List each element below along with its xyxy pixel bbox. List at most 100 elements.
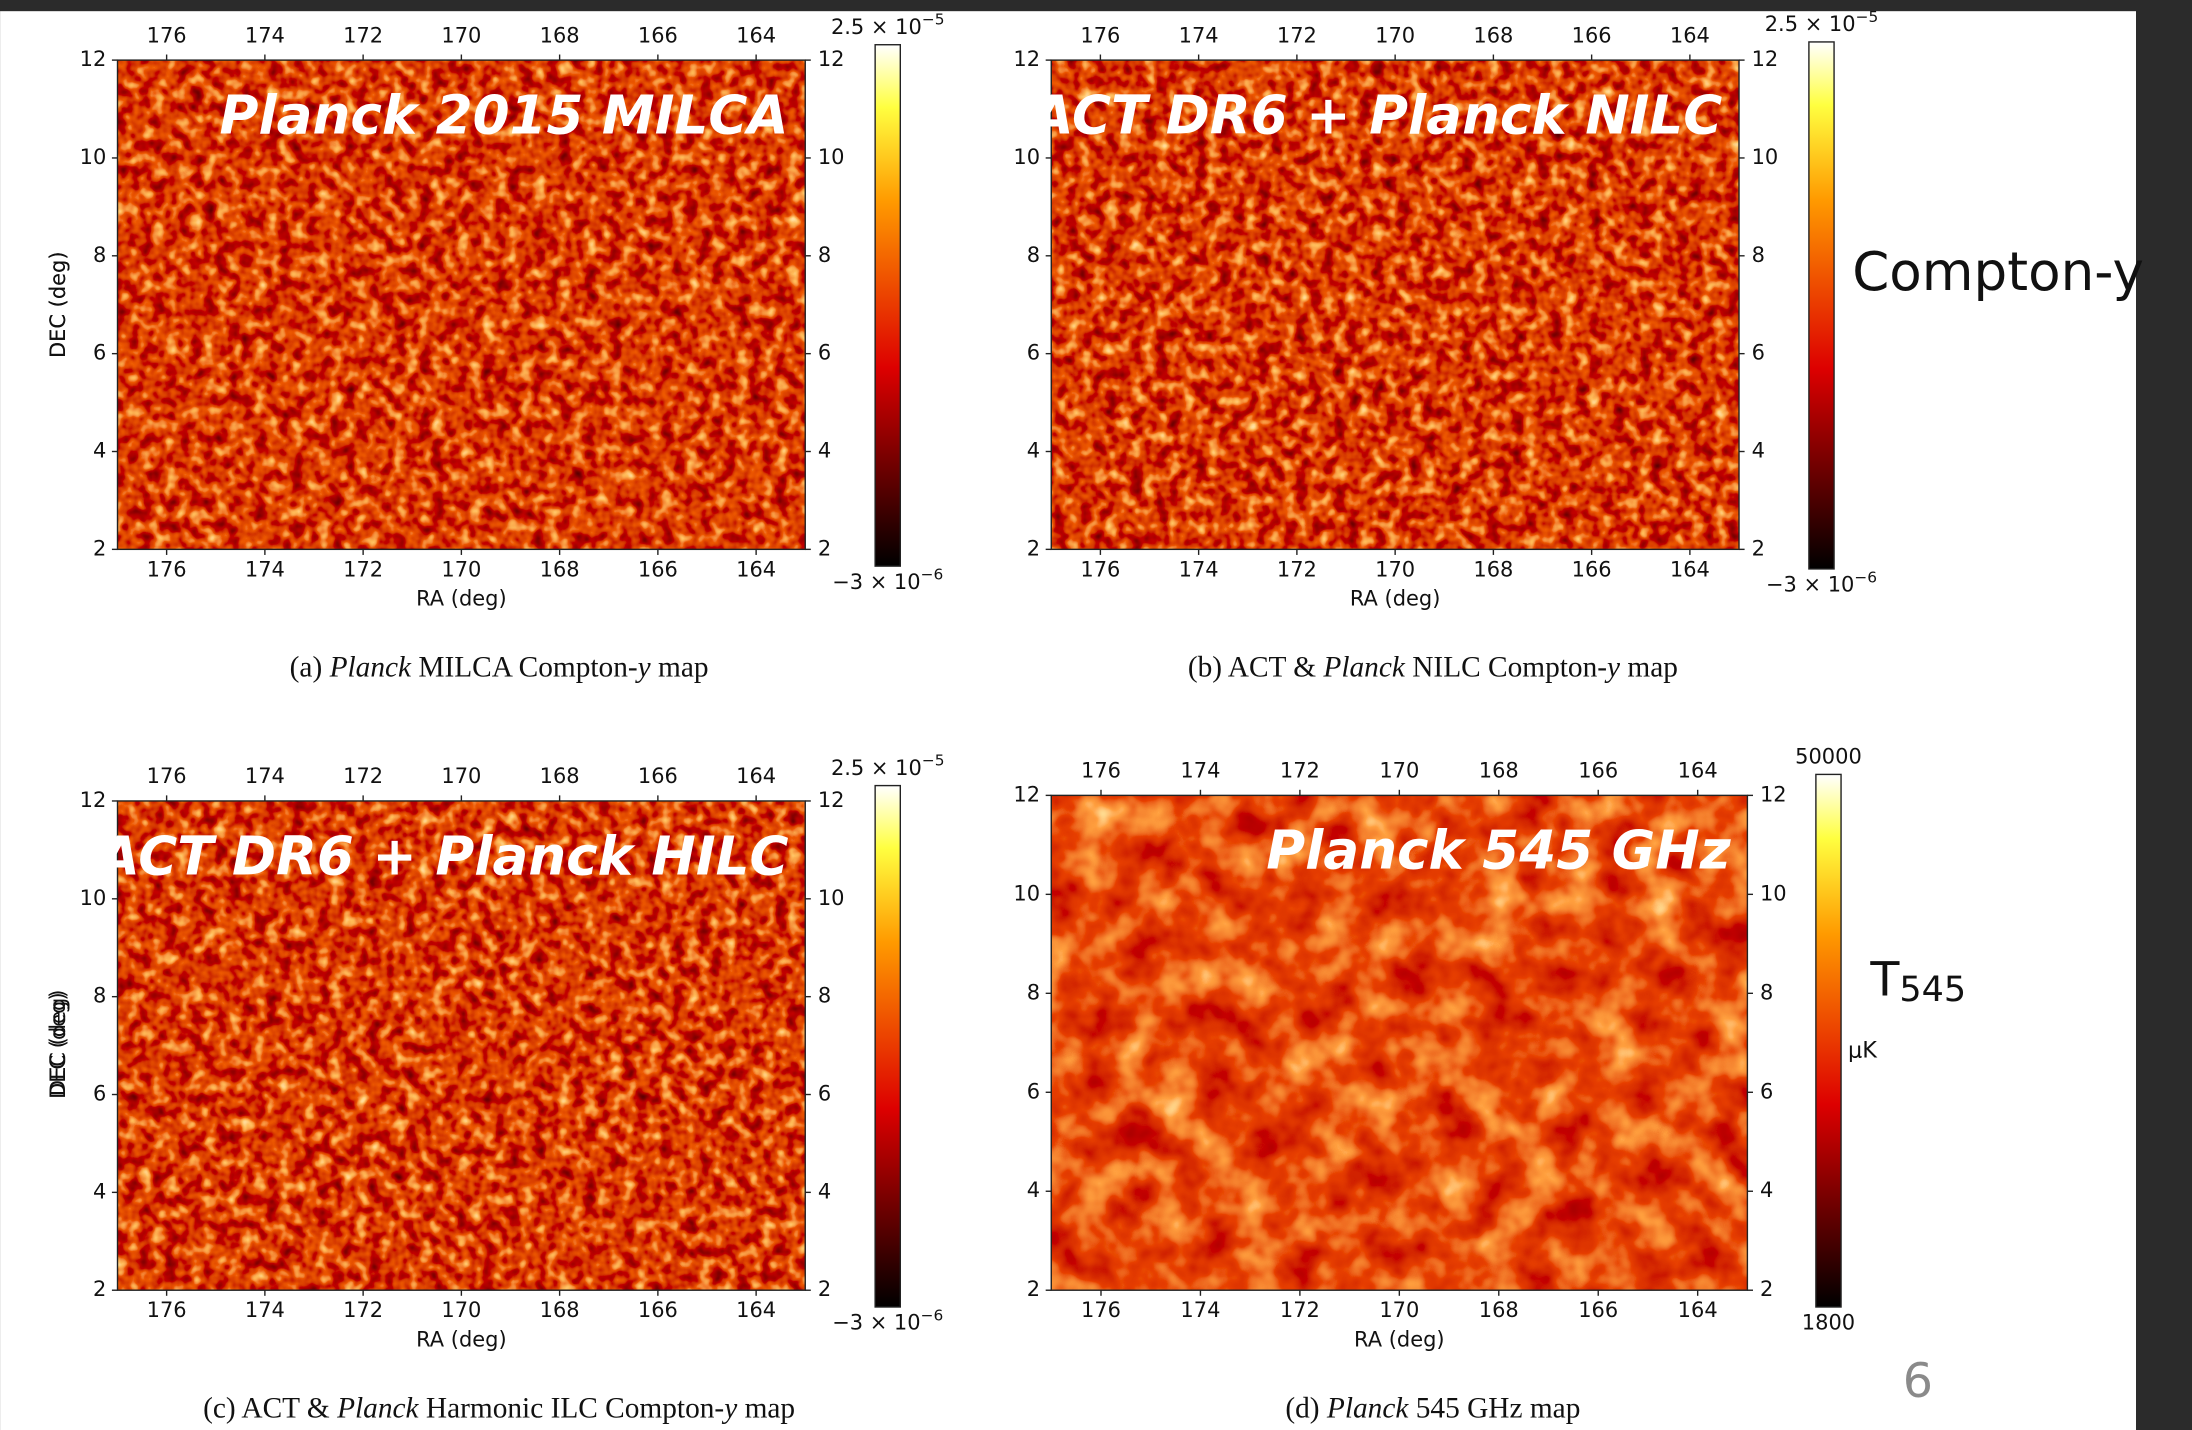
colorbar-title: Compton-y — [1852, 241, 2144, 303]
x-tick-label: 170 — [441, 23, 481, 47]
y-tick-label: 8 — [93, 984, 106, 1008]
colorbar-label: 2.5 × 10−5 — [1765, 7, 1879, 36]
y-tick-label: 2 — [1027, 1277, 1040, 1301]
colorbar-label-base: −3 × 10 — [832, 1311, 920, 1335]
x-tick-label: 166 — [638, 557, 678, 581]
caption-part: NILC Compton- — [1405, 651, 1607, 683]
x-tick-label: 164 — [1678, 1298, 1718, 1322]
colorbar-label-exponent: −6 — [921, 1306, 944, 1324]
caption-part: y — [721, 1392, 738, 1424]
y-tick-label: 6 — [818, 341, 831, 365]
y-tick-label: 4 — [93, 1179, 106, 1203]
y-tick-label: 10 — [1752, 145, 1779, 169]
x-axis-label: RA (deg) — [416, 1328, 507, 1352]
y-tick-label: 12 — [818, 47, 845, 71]
map-title: ACT DR6 + Planck NILC — [1029, 84, 1723, 146]
caption-part: Planck — [336, 1392, 419, 1424]
y-tick-label: 10 — [1013, 145, 1040, 169]
x-tick-label: 176 — [147, 23, 187, 47]
x-tick-label: 166 — [638, 1298, 678, 1322]
x-tick-label: 172 — [1277, 557, 1317, 581]
caption-part: MILCA Compton- — [411, 651, 638, 683]
y-tick-label: 10 — [1760, 881, 1787, 905]
x-tick-label: 172 — [343, 557, 383, 581]
x-tick-label: 176 — [1081, 1298, 1121, 1322]
colorbar — [1808, 41, 1835, 570]
x-tick-label: 166 — [638, 23, 678, 47]
y-axis-label: DEC (deg) — [46, 251, 70, 358]
colorbar-label-exponent: −5 — [922, 751, 945, 769]
caption-part: (c) ACT & — [203, 1392, 337, 1424]
y-tick-label: 2 — [818, 1277, 831, 1301]
x-tick-label: 164 — [736, 23, 776, 47]
x-tick-label: 166 — [1578, 1298, 1618, 1322]
x-tick-label: 174 — [245, 557, 285, 581]
y-tick-label: 12 — [1760, 782, 1787, 806]
x-tick-label: 168 — [540, 764, 580, 788]
y-tick-label: 8 — [1760, 980, 1773, 1004]
y-tick-label: 4 — [1027, 1178, 1040, 1202]
caption-part: Planck — [1322, 651, 1405, 683]
x-tick-label: 174 — [1179, 23, 1219, 47]
colorbar-label-base: 2.5 × 10 — [831, 15, 922, 39]
x-tick-label: 164 — [1678, 759, 1718, 783]
y-tick-label: 8 — [818, 243, 831, 267]
colorbar — [874, 784, 902, 1308]
colorbar-title-base: T — [1869, 953, 1900, 1008]
x-tick-label: 176 — [147, 557, 187, 581]
y-tick-label: 10 — [80, 886, 107, 910]
colorbar-label-exponent: −5 — [922, 10, 945, 28]
x-tick-label: 166 — [1578, 759, 1618, 783]
x-axis-label: RA (deg) — [1350, 587, 1441, 611]
x-axis-label: RA (deg) — [1354, 1328, 1445, 1352]
y-tick-label: 12 — [80, 788, 107, 812]
caption-part: map — [737, 1392, 795, 1424]
x-tick-label: 164 — [736, 764, 776, 788]
caption: (d) Planck 545 GHz map — [1285, 1392, 1580, 1424]
colorbar-label: −3 × 10−6 — [832, 1306, 943, 1335]
x-tick-label: 176 — [1080, 23, 1120, 47]
x-tick-label: 176 — [147, 1298, 187, 1322]
x-tick-label: 168 — [1479, 759, 1519, 783]
x-tick-label: 166 — [638, 764, 678, 788]
colorbar-label-exponent: −6 — [1854, 568, 1877, 586]
x-tick-label: 170 — [1375, 23, 1415, 47]
y-tick-label: 4 — [1760, 1178, 1773, 1202]
x-tick-label: 172 — [343, 1298, 383, 1322]
x-tick-label: 170 — [441, 1298, 481, 1322]
y-tick-label: 8 — [1027, 243, 1040, 267]
x-tick-label: 174 — [245, 23, 285, 47]
map-image — [1051, 795, 1748, 1291]
colorbar-title-subscript: 545 — [1899, 970, 1966, 1010]
colorbar-label-exponent: −6 — [921, 565, 944, 583]
x-tick-label: 172 — [343, 764, 383, 788]
x-tick-label: 172 — [1277, 23, 1317, 47]
y-tick-label: 6 — [818, 1082, 831, 1106]
x-tick-label: 174 — [245, 764, 285, 788]
x-tick-label: 166 — [1572, 557, 1612, 581]
colorbar-label: 1800 — [1802, 1311, 1855, 1335]
y-axis-label: DEC (deg) — [46, 992, 70, 1099]
x-tick-label: 172 — [1280, 759, 1320, 783]
y-tick-label: 2 — [1027, 536, 1040, 560]
map-image — [1051, 60, 1740, 550]
x-tick-label: 176 — [147, 764, 187, 788]
y-tick-label: 2 — [1752, 536, 1765, 560]
caption-part: y — [1604, 651, 1621, 683]
caption-part: y — [635, 651, 652, 683]
x-tick-label: 164 — [1670, 557, 1710, 581]
y-tick-label: 8 — [1752, 243, 1765, 267]
y-tick-label: 10 — [818, 145, 845, 169]
y-tick-label: 4 — [818, 439, 831, 463]
x-tick-label: 168 — [540, 23, 580, 47]
caption-part: Planck — [329, 651, 412, 683]
caption-part: (a) — [290, 651, 330, 683]
y-tick-label: 6 — [93, 341, 106, 365]
x-axis-label: RA (deg) — [416, 587, 507, 611]
y-tick-label: 8 — [93, 243, 106, 267]
x-tick-label: 168 — [540, 557, 580, 581]
colorbar — [874, 44, 902, 567]
caption: (b) ACT & Planck NILC Compton-y map — [1188, 651, 1678, 683]
y-tick-label: 2 — [1760, 1277, 1773, 1301]
map-image — [117, 60, 806, 550]
